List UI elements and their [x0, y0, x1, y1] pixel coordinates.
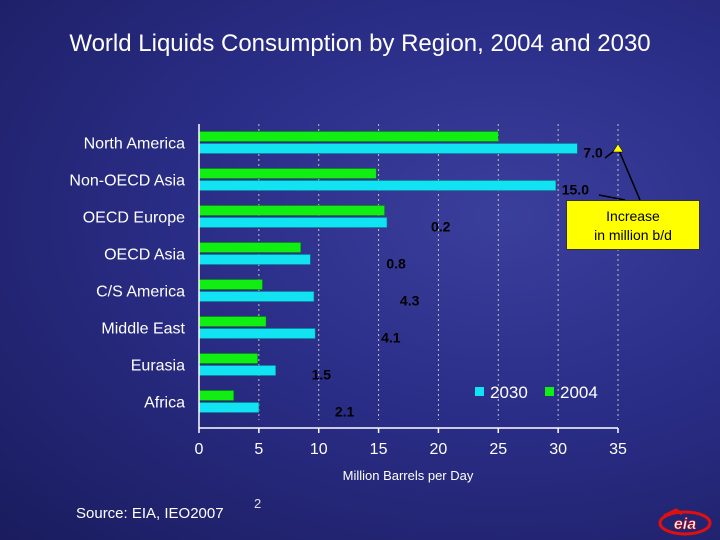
- x-tick-label: 10: [310, 441, 328, 458]
- bar-2030: [198, 365, 276, 376]
- increase-label: 1.5: [312, 367, 332, 383]
- x-tick-label: 5: [254, 441, 263, 458]
- legend-swatch-2030: [475, 387, 484, 396]
- callout-line-1: Increase: [606, 208, 660, 224]
- bar-2004: [198, 316, 267, 327]
- chart-title: World Liquids Consumption by Region, 200…: [69, 30, 651, 57]
- svg-text:eia: eia: [674, 516, 696, 533]
- x-tick-label: 20: [430, 441, 448, 458]
- x-axis-label: Million Barrels per Day: [343, 468, 474, 483]
- bar-2030: [198, 254, 311, 265]
- bar-2004: [198, 353, 258, 364]
- bar-2030: [198, 402, 260, 413]
- legend-label-2004: 2004: [560, 383, 598, 402]
- legend-label-2030: 2030: [490, 383, 528, 402]
- increase-label: 15.0: [562, 182, 589, 198]
- increase-labels: 7.0 15.0 0.2 0.8 4.3 4.1 1.5 2.1: [312, 145, 603, 420]
- bar-2030: [198, 291, 315, 302]
- x-tick-label: 15: [370, 441, 388, 458]
- increase-label: 2.1: [335, 404, 355, 420]
- bar-2004: [198, 205, 385, 216]
- bar-2004: [198, 242, 302, 253]
- increase-label: 0.8: [386, 256, 406, 272]
- legend-swatch-2004: [545, 387, 554, 396]
- callout-connector: [598, 194, 626, 201]
- category-label: North America: [84, 136, 185, 153]
- callout-line-2: in million b/d: [594, 227, 672, 243]
- category-label: Middle East: [101, 321, 185, 338]
- x-tick-label: 0: [195, 441, 204, 458]
- bar-2030: [198, 180, 556, 191]
- eia-logo: eia: [658, 508, 712, 536]
- x-axis: 0 5 10 15 20 25 30 35: [195, 124, 627, 458]
- bars: [198, 131, 578, 413]
- category-label: Non-OECD Asia: [69, 173, 185, 190]
- category-label: OECD Asia: [104, 247, 185, 264]
- category-label: OECD Europe: [83, 210, 185, 227]
- increase-label: 7.0: [583, 145, 603, 161]
- legend: 2030 2004: [475, 383, 598, 402]
- increase-label: 4.3: [400, 293, 420, 309]
- source-note: Source: EIA, IEO2007: [76, 505, 224, 522]
- category-labels: North America Non-OECD Asia OECD Europe OEC…: [69, 136, 185, 412]
- increase-callout: Increase in million b/d: [566, 200, 700, 250]
- category-label: C/S America: [96, 284, 185, 301]
- x-tick-label: 35: [609, 441, 627, 458]
- x-tick-label: 30: [549, 441, 567, 458]
- increase-label: 0.2: [431, 219, 451, 235]
- increase-label: 4.1: [381, 330, 401, 346]
- callout-arrowhead: [612, 143, 624, 153]
- category-label: Eurasia: [131, 358, 185, 375]
- category-label: Africa: [144, 395, 185, 412]
- bar-2030: [198, 328, 316, 339]
- bar-2030: [198, 217, 388, 228]
- page-number: 2: [254, 496, 262, 511]
- bar-2030: [198, 143, 578, 154]
- bar-2004: [198, 168, 377, 179]
- callout-connector: [617, 147, 641, 201]
- bar-2004: [198, 279, 263, 290]
- bar-2004: [198, 131, 499, 142]
- x-tick-label: 25: [489, 441, 507, 458]
- bar-2004: [198, 390, 234, 401]
